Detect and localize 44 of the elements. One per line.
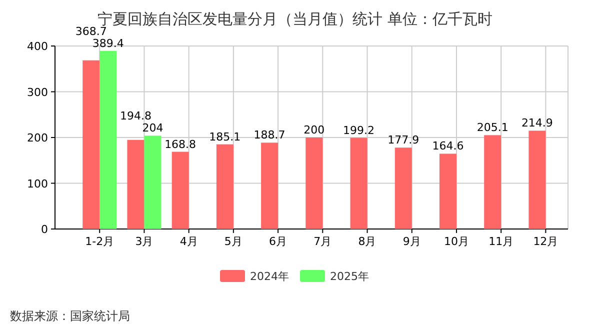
data-label: 199.2: [343, 124, 375, 137]
bar: [306, 138, 323, 229]
bar: [261, 142, 278, 229]
data-label: 204: [142, 122, 164, 135]
legend-label: 2025年: [330, 270, 369, 283]
data-label: 185.1: [209, 130, 241, 144]
y-tick-label: 100: [27, 177, 48, 190]
x-tick-label: 7月: [314, 235, 332, 248]
data-label: 214.9: [521, 116, 553, 130]
x-tick-label: 1-2月: [85, 235, 114, 248]
y-tick-label: 300: [27, 86, 48, 99]
x-tick-label: 9月: [402, 235, 421, 248]
x-tick-label: 4月: [180, 235, 198, 248]
bar: [394, 148, 412, 229]
x-tick-label: 6月: [269, 235, 288, 248]
legend-label: 2024年: [250, 270, 289, 283]
bar: [82, 60, 100, 229]
x-tick-label: 5月: [224, 235, 242, 248]
bar: [528, 130, 546, 229]
y-tick-label: 400: [27, 40, 48, 53]
data-label: 194.8: [120, 110, 152, 123]
data-label: 164.6: [432, 140, 464, 153]
bar: [216, 144, 234, 229]
bar: [172, 152, 189, 229]
y-tick-label: 200: [27, 132, 48, 144]
source-note: 数据来源：国家统计局: [10, 309, 130, 323]
data-label: 177.9: [388, 134, 420, 147]
bar: [127, 140, 144, 229]
bar: [439, 154, 456, 229]
bar: [144, 136, 162, 229]
bar: [350, 138, 368, 229]
x-tick-label: 12月: [533, 235, 558, 248]
x-tick-label: 10月: [444, 235, 469, 248]
data-label: 200: [304, 124, 325, 136]
data-label: 168.8: [164, 138, 196, 151]
bar: [100, 50, 117, 229]
bar: [484, 135, 502, 229]
y-tick-label: 0: [41, 223, 48, 236]
x-tick-label: 11月: [488, 235, 514, 248]
x-tick-label: 8月: [358, 235, 376, 248]
data-label: 389.4: [92, 36, 124, 50]
data-label: 205.1: [476, 121, 508, 134]
data-label: 188.7: [254, 128, 286, 142]
x-tick-label: 3月: [135, 235, 154, 248]
